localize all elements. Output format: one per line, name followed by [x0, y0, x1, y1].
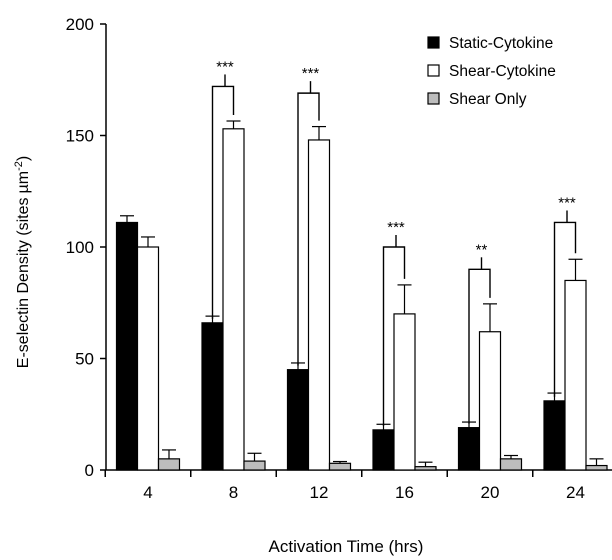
significance-bracket	[297, 92, 320, 366]
bar-shear-only	[157, 458, 181, 471]
y-axis-label: E-selectin Density (sites µm-2)	[13, 156, 32, 368]
y-axis-label-unit: µm	[15, 171, 32, 194]
y-axis-label-main: E-selectin Density (sites	[15, 197, 32, 368]
bar-shear-cytokine	[307, 139, 331, 471]
bar-shear-cytokine	[564, 279, 587, 471]
legend-swatch	[427, 64, 440, 77]
x-tick-label: 16	[395, 483, 414, 502]
legend-label: Shear Only	[449, 91, 527, 108]
y-tick-label: 200	[66, 15, 94, 34]
legend-swatch	[427, 36, 440, 49]
bar-shear-only	[243, 460, 266, 471]
y-tick-label: 0	[85, 461, 94, 480]
legend: Static-Cytokine Shear-Cytokine Shear Only	[427, 35, 556, 108]
y-axis-label-close: )	[15, 156, 32, 161]
y-tick-label: 150	[66, 127, 94, 146]
bar-shear-only	[328, 462, 352, 471]
x-tick-label: 20	[481, 483, 500, 502]
bar-static-cytokine	[372, 429, 395, 471]
significance-label: ***	[216, 58, 234, 75]
x-tick-label: 24	[566, 483, 585, 502]
y-tick-label: 100	[66, 238, 94, 257]
legend-swatch	[427, 92, 440, 105]
significance-label: ***	[558, 194, 576, 211]
significance-bracket	[553, 221, 577, 397]
y-axis-label-exponent: -2	[13, 161, 25, 171]
significance-label: ***	[387, 219, 405, 236]
significance-bracket	[211, 85, 235, 319]
significance-label: ***	[302, 65, 320, 82]
bar-shear-cytokine	[136, 246, 160, 471]
x-tick-label: 4	[143, 483, 152, 502]
legend-label: Static-Cytokine	[449, 35, 553, 52]
bar-static-cytokine	[543, 400, 566, 471]
x-tick-label: 12	[310, 483, 329, 502]
bar-shear-only	[585, 464, 608, 471]
significance-label: **	[476, 241, 488, 258]
bar-shear-only	[499, 458, 523, 471]
bar-shear-only	[414, 466, 437, 471]
legend-label: Shear-Cytokine	[449, 63, 556, 80]
bar-shear-cytokine	[222, 128, 245, 471]
bar-static-cytokine	[286, 369, 310, 471]
y-tick-label: 50	[75, 350, 94, 369]
bar-static-cytokine	[457, 427, 481, 471]
significance-bracket	[382, 246, 406, 426]
x-tick-label: 8	[229, 483, 238, 502]
bar-shear-cytokine	[393, 313, 416, 471]
bar-static-cytokine	[201, 322, 224, 471]
significance-bracket	[468, 268, 491, 424]
bar-static-cytokine	[115, 221, 139, 471]
bar-shear-cytokine	[478, 331, 502, 471]
x-axis-label: Activation Time (hrs)	[269, 537, 424, 556]
